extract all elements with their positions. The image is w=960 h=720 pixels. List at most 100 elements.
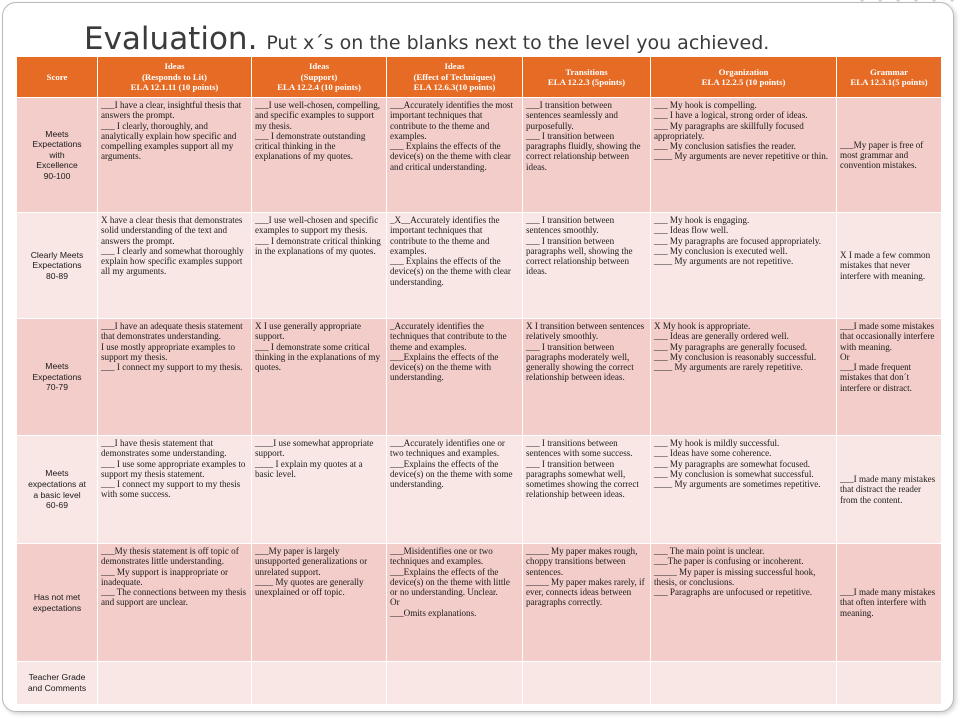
criterion-line: ___ I clearly and somewhat thoroughly ex…	[101, 245, 244, 277]
criteria-cell[interactable]: ___I made many mistakes that distract th…	[836, 435, 942, 544]
column-header: Ideas (Support) ELA 12.2.4 (10 points)	[251, 56, 387, 98]
criteria-cell[interactable]: ___ My hook is mildly successful. ___ Id…	[650, 435, 837, 544]
level-line: expectations	[32, 602, 82, 613]
criterion-line: ___ I transition between paragraphs some…	[526, 458, 639, 500]
criteria-cell[interactable]: ___I transition between sentences seamle…	[522, 97, 651, 213]
criterion-line: ___ My paragraphs are skillfully focused…	[654, 120, 804, 141]
comment-cell[interactable]	[386, 661, 523, 705]
criteria-cell[interactable]: ___ My hook is compelling. ___ I have a …	[650, 97, 837, 213]
criterion-line: Or	[840, 351, 850, 362]
criteria-cell[interactable]: X I use generally appropriate support. _…	[251, 318, 387, 436]
criteria-cell[interactable]: ___Misidentifies one or two techniques a…	[386, 543, 523, 662]
criterion-line: ___ My paragraphs are somewhat focused.	[654, 458, 811, 469]
criterion-line: ___My paper is free of most grammar and …	[840, 139, 924, 171]
criteria-cell[interactable]: ___ My hook is engaging. ___ Ideas flow …	[650, 212, 837, 319]
criterion-line: ___ My paragraphs are generally focused.	[654, 341, 808, 352]
criterion-line: ___ Explains the effects of the device(s…	[390, 141, 511, 172]
level-line: and Comments	[27, 683, 87, 693]
criteria-cell[interactable]: X My hook is appropriate. ___ Ideas are …	[650, 318, 837, 436]
criterion-line: X I made a few common mistakes that neve…	[840, 250, 931, 281]
header-line: Ideas	[164, 61, 185, 72]
criterion-line: ___ I demonstrate some critical thinking…	[255, 341, 381, 373]
criterion-line: ___ I use some appropriate examples to s…	[101, 458, 246, 479]
criterion-line: ___ I transition between paragraphs flui…	[526, 130, 641, 172]
criteria-cell[interactable]: ___I use well-chosen, compelling, and sp…	[251, 97, 387, 213]
comment-cell[interactable]	[251, 661, 387, 705]
column-header: Ideas (Effect of Techniques) ELA 12.6.3(10…	[386, 56, 523, 98]
criterion-line: ___I made some mistakes that occasionall…	[840, 321, 935, 352]
criterion-line: ___ I transition between paragraphs mode…	[526, 341, 634, 383]
criteria-cell[interactable]: ___My paper is free of most grammar and …	[836, 97, 942, 213]
criterion-line: ___ My conclusion is reasonably successf…	[654, 351, 817, 362]
comment-cell[interactable]	[522, 661, 651, 705]
level-line: with	[49, 149, 65, 160]
criterion-line: I use mostly appropriate examples to sup…	[101, 341, 236, 362]
criterion-line: ___ My conclusion satisfies the reader.	[654, 141, 796, 152]
criteria-cell[interactable]: ___Accurately identifies the most import…	[386, 97, 523, 213]
comment-cell[interactable]	[836, 661, 942, 705]
criteria-cell[interactable]: X I transition between sentences relativ…	[522, 318, 651, 436]
criteria-cell[interactable]: ___ I transition between sentences smoot…	[522, 212, 651, 319]
criterion-line: ___Omits explanations.	[390, 607, 477, 618]
criterion-line: ___ I demonstrate critical thinking in t…	[255, 235, 381, 256]
criteria-cell[interactable]: ___I have an adequate thesis statement t…	[97, 318, 252, 436]
criterion-line: ___ My conclusion is executed well.	[654, 245, 788, 256]
criteria-cell[interactable]: ___My paper is largely unsupported gener…	[251, 543, 387, 662]
criterion-line: ___ Paragraphs are unfocused or repetiti…	[654, 587, 813, 598]
criterion-line: ____ My arguments are not repetitive.	[654, 256, 794, 267]
criteria-cell[interactable]: ___I made many mistakes that often inter…	[836, 543, 942, 662]
criteria-cell[interactable]: ___ I transitions between sentences with…	[522, 435, 651, 544]
criterion-line: ___ The main point is unclear.	[654, 546, 765, 556]
comment-cell[interactable]	[650, 661, 837, 705]
criterion-line: ___Misidentifies one or two techniques a…	[390, 546, 493, 567]
criteria-cell[interactable]: ___I have a clear, insightful thesis tha…	[97, 97, 252, 213]
header-line: Ideas	[444, 61, 465, 72]
criterion-line: ___My thesis statement is off topic of d…	[101, 546, 239, 567]
criteria-cell[interactable]: ___Accurately identifies one or two tech…	[386, 435, 523, 544]
criterion-line: ___The paper is confusing or incoherent.	[654, 556, 804, 567]
criteria-cell[interactable]: ___I use well-chosen and specific exampl…	[251, 212, 387, 319]
criterion-line: Or	[390, 597, 400, 608]
criteria-cell[interactable]: ___My thesis statement is off topic of d…	[97, 543, 252, 662]
level-line: Has not met	[33, 591, 81, 602]
criteria-cell[interactable]: X have a clear thesis that demonstrates …	[97, 212, 252, 319]
criteria-cell[interactable]: _____ My paper makes rough, choppy trans…	[522, 543, 651, 662]
criterion-line: ___ I transition between paragraphs well…	[526, 235, 633, 277]
header-row: Score Ideas (Responds to Lit) ELA 12.1.11 …	[16, 56, 942, 98]
criterion-line: ___ My hook is compelling.	[654, 100, 757, 110]
criterion-line: X I transition between sentences relativ…	[526, 321, 645, 342]
criterion-line: ___ Ideas have some coherence.	[654, 448, 772, 459]
criteria-cell[interactable]: _Accurately identifies the techniques th…	[386, 318, 523, 436]
criterion-line: ___I use well-chosen and specific exampl…	[255, 215, 379, 236]
criteria-cell[interactable]: _X__Accurately identifies the important …	[386, 212, 523, 319]
level-line: Expectations	[32, 139, 82, 150]
criterion-line: ___ Ideas are generally ordered well.	[654, 331, 789, 342]
criterion-line: ___I have a clear, insightful thesis tha…	[101, 100, 242, 121]
score-level-cell: Has not met expectations	[16, 543, 98, 662]
level-line: Meets	[45, 361, 69, 372]
criteria-cell[interactable]: ____I use somewhat appropriate support. …	[251, 435, 387, 544]
criterion-line: ___ My paragraphs are focused appropriat…	[654, 235, 822, 246]
criteria-cell[interactable]: ___ The main point is unclear. ___The pa…	[650, 543, 837, 662]
comment-cell[interactable]	[97, 661, 252, 705]
criterion-line: ___I made many mistakes that distract th…	[840, 474, 936, 505]
rubric-row: Meets expectations at a basic level 60-6…	[16, 435, 942, 544]
criterion-line: ___Explains the effects of the device(s)…	[390, 458, 513, 490]
level-line: Excellence	[36, 160, 78, 171]
criteria-cell[interactable]: X I made a few common mistakes that neve…	[836, 212, 942, 319]
header-line: ELA 12.2.3 (5points)	[547, 77, 626, 87]
criterion-line: ___I have thesis statement that demonstr…	[101, 438, 227, 459]
criterion-line: ___ I transitions between sentences with…	[526, 438, 633, 459]
slide-title: Evaluation. Put x´s on the blanks next t…	[84, 20, 769, 57]
criterion-line: ___Accurately identifies one or two tech…	[390, 438, 505, 459]
criterion-line: ___I transition between sentences seamle…	[526, 100, 618, 131]
rubric-row: Meets Expectations 70-79 ___I have an ad…	[16, 318, 942, 436]
column-header: Organization ELA 12.2.5 (10 points)	[650, 56, 837, 98]
criterion-line: ___ My hook is mildly successful.	[654, 438, 780, 448]
column-header: Transitions ELA 12.2.3 (5points)	[522, 56, 651, 98]
criteria-cell[interactable]: ___I made some mistakes that occasionall…	[836, 318, 942, 436]
header-line: Grammar	[869, 66, 909, 77]
rubric-row: Meets Expectations with Excellence 90-10…	[16, 97, 942, 213]
title-main: Evaluation.	[84, 21, 258, 57]
criteria-cell[interactable]: ___I have thesis statement that demonstr…	[97, 435, 252, 544]
